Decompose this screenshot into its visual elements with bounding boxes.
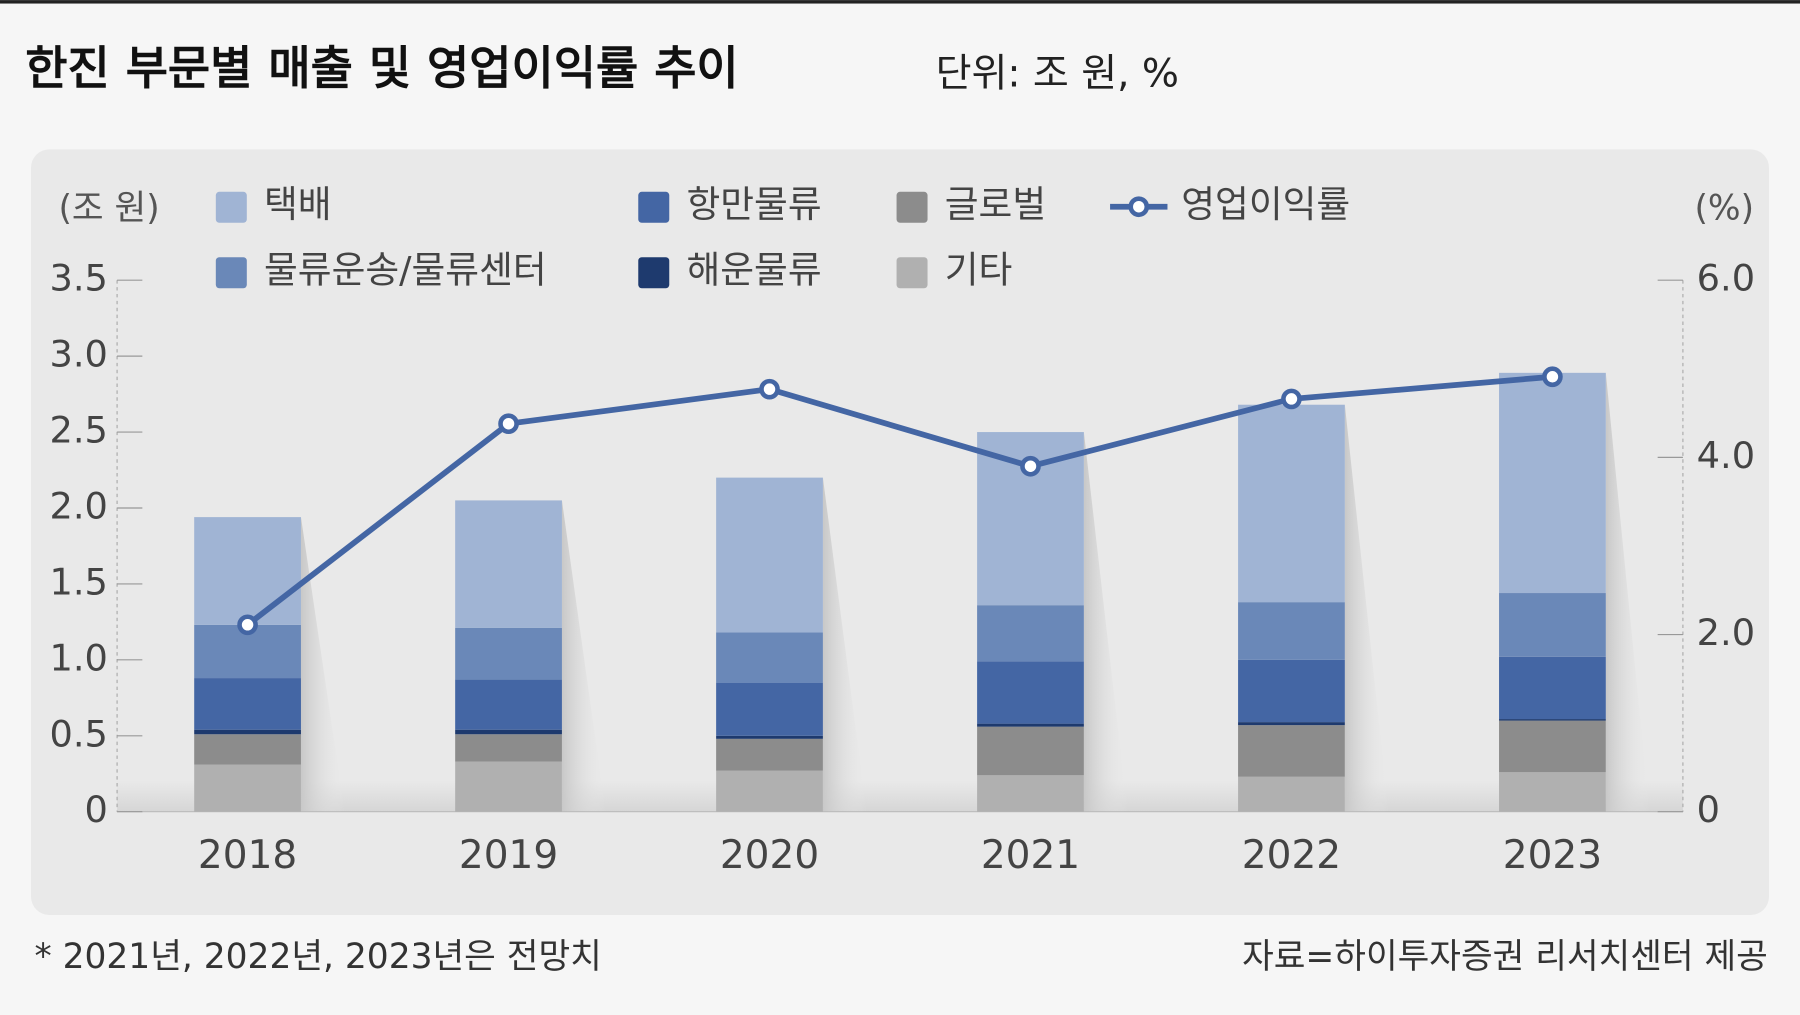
legend-label: 영업이익률	[1181, 183, 1350, 226]
y-tick-label: 3.5	[50, 257, 108, 300]
bar-segment	[977, 661, 1084, 724]
x-tick-label: 2021	[981, 833, 1080, 878]
bar-segment	[1499, 656, 1606, 720]
source: 자료=하이투자증권 리서치센터 제공	[1242, 937, 1768, 977]
bar-segment	[716, 632, 823, 683]
bar-segment	[1238, 659, 1345, 723]
bar-segment	[455, 500, 562, 628]
bar-segment	[1499, 720, 1606, 773]
legend-label: 기타	[945, 249, 1013, 292]
line-point	[1542, 366, 1563, 388]
bar-segment	[977, 726, 1084, 776]
y-tick-label: 0.5	[50, 712, 108, 755]
legend-swatch	[638, 257, 670, 289]
bar-segment	[194, 729, 301, 735]
bar-segment	[1499, 772, 1606, 812]
bar-shadow	[1083, 432, 1128, 812]
bar-segment	[194, 678, 301, 730]
line-point	[1020, 455, 1041, 477]
x-tick-label: 2023	[1503, 833, 1602, 878]
line-point	[1281, 388, 1302, 410]
x-tick-label: 2018	[198, 833, 297, 878]
legend-label: 항만물류	[686, 183, 821, 226]
y-tick-label: 3.0	[50, 333, 108, 376]
y2-tick-label: 6.0	[1697, 257, 1755, 300]
legend-label: 택배	[264, 183, 332, 226]
bar-segment	[194, 517, 301, 625]
bar-segment	[1238, 404, 1345, 603]
bar-segment	[455, 627, 562, 680]
legend-swatch	[215, 191, 247, 223]
y-tick-label: 2.5	[50, 409, 108, 452]
bar-segment	[1238, 725, 1345, 777]
bar-segment	[977, 723, 1084, 727]
bar-segment	[716, 735, 823, 739]
y-tick-label: 0	[85, 788, 108, 831]
legend-label: 물류운송/물류센터	[264, 249, 547, 292]
bar-segment	[977, 605, 1084, 662]
bar-shadow	[1605, 372, 1650, 812]
y-axis-label: (조 원)	[58, 189, 159, 229]
legend-swatch	[215, 257, 247, 289]
bar-segment	[1238, 602, 1345, 660]
x-tick-label: 2019	[459, 833, 558, 878]
bar-segment	[716, 738, 823, 771]
bar-segment	[1238, 722, 1345, 726]
bar-segment	[455, 679, 562, 730]
legend-label: 해운물류	[686, 249, 821, 292]
y2-tick-label: 0	[1697, 788, 1720, 831]
legend-swatch	[638, 191, 670, 223]
bar-segment	[1499, 593, 1606, 657]
x-tick-label: 2022	[1242, 833, 1341, 878]
bar-segment	[194, 734, 301, 765]
y-tick-label: 2.0	[50, 484, 108, 527]
footnote: * 2021년, 2022년, 2023년은 전망치	[34, 937, 601, 977]
bar-segment	[455, 734, 562, 762]
bar-segment	[1499, 719, 1606, 721]
legend-swatch	[896, 191, 928, 223]
x-tick-label: 2020	[720, 833, 819, 878]
bar-segment	[977, 775, 1084, 812]
bar-segment	[716, 682, 823, 736]
chart-title: 한진 부문별 매출 및 영업이익률 추이	[25, 41, 738, 95]
bar-shadow	[300, 517, 345, 812]
y-tick-label: 1.5	[50, 560, 108, 603]
bar-shadow	[822, 477, 867, 812]
bar-segment	[1238, 776, 1345, 812]
legend-swatch	[896, 257, 928, 289]
legend-label: 글로벌	[945, 183, 1046, 226]
bar-segment	[455, 729, 562, 735]
y2-axis-label: (%)	[1694, 189, 1754, 229]
legend-marker	[1128, 196, 1150, 218]
bar-shadow	[561, 500, 606, 812]
floor	[117, 780, 1683, 812]
y2-tick-label: 4.0	[1697, 434, 1755, 477]
line	[245, 373, 1553, 628]
chart-subtitle: 단위: 조 원, %	[936, 51, 1179, 96]
line-point	[237, 614, 258, 636]
line-point	[498, 413, 519, 435]
bar-segment	[1499, 372, 1606, 594]
bar-segment	[716, 477, 823, 633]
y2-tick-label: 2.0	[1697, 611, 1755, 654]
bar-segment	[455, 761, 562, 812]
bar-segment	[716, 770, 823, 812]
top-rule	[0, 0, 1800, 4]
y-tick-label: 1.0	[50, 636, 108, 679]
bar-segment	[194, 764, 301, 812]
line-point	[759, 378, 780, 400]
